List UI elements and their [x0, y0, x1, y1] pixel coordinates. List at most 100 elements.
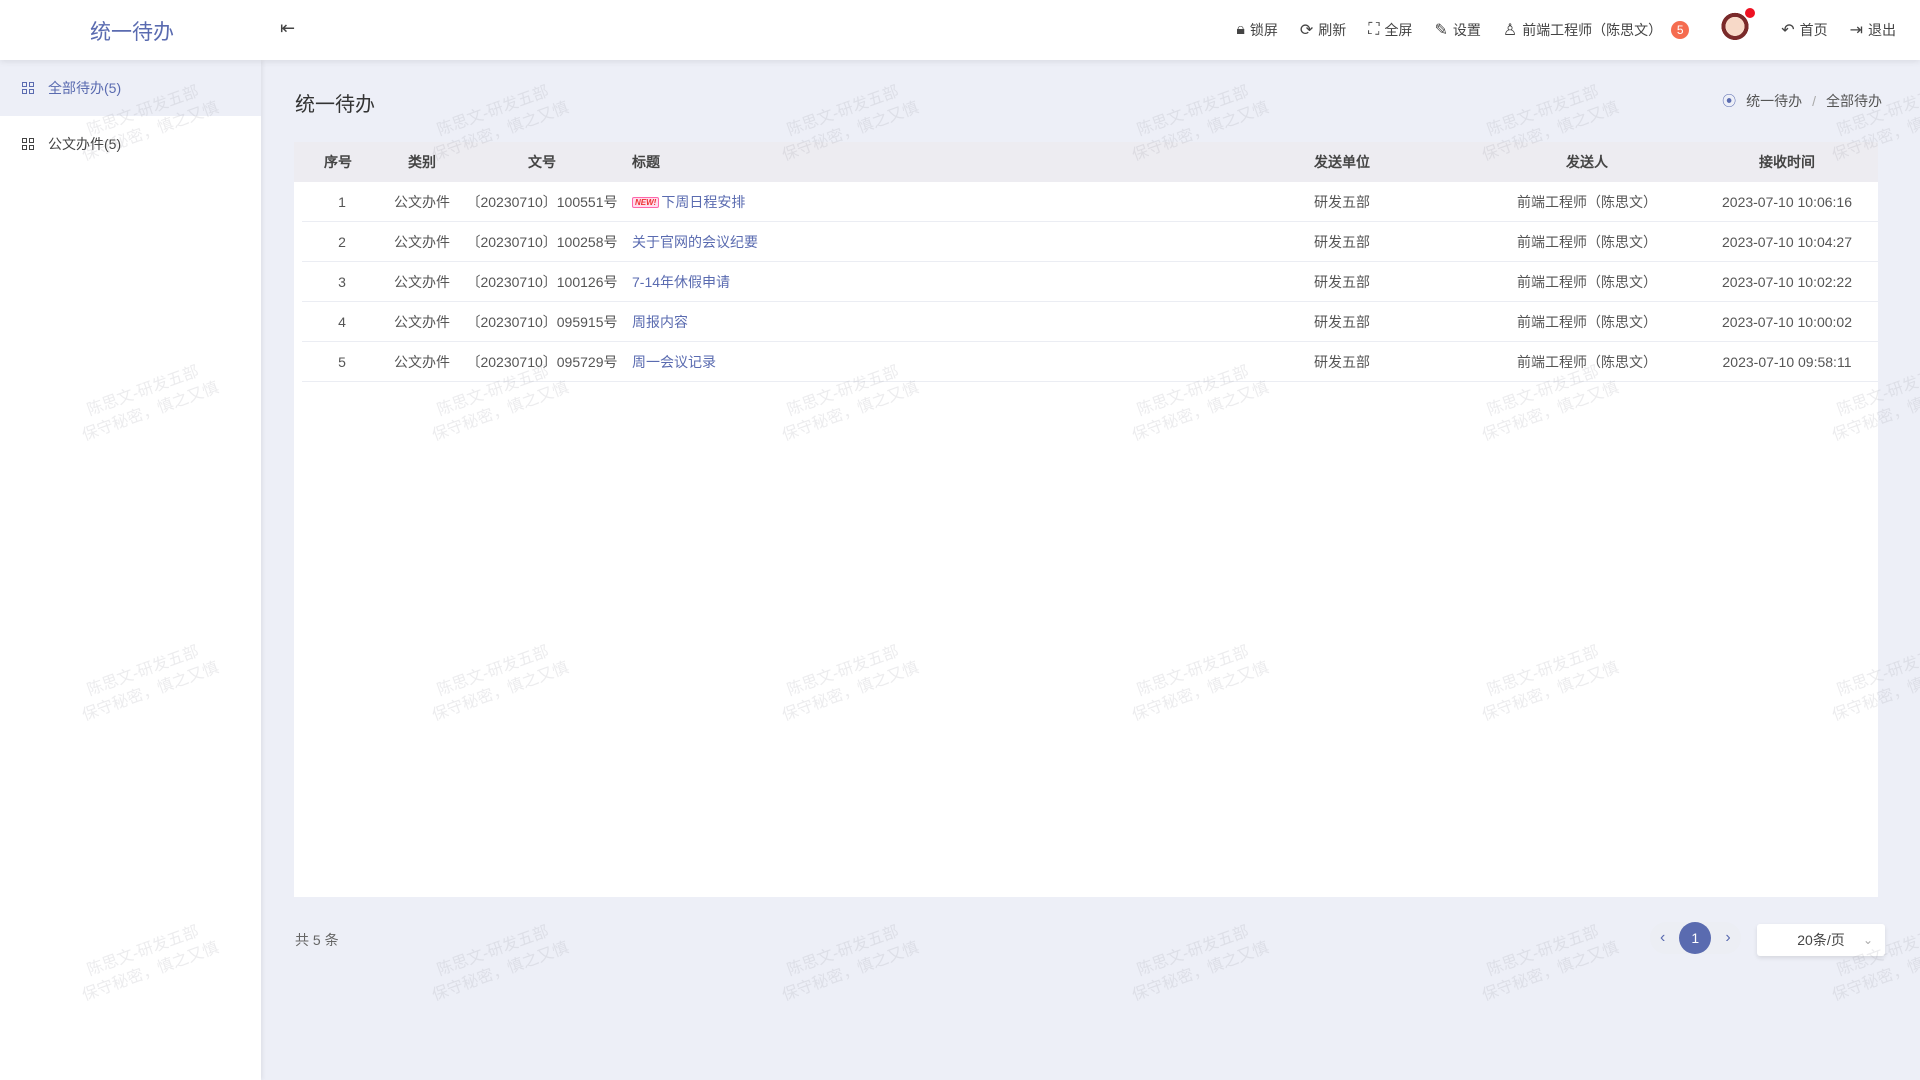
tool-fullscreen-button[interactable]: ⛶ 全屏: [1368, 20, 1412, 40]
notification-badge[interactable]: 5: [1671, 21, 1690, 39]
logout-label: 退出: [1868, 22, 1896, 38]
watermark: 陈思文-研发五部保守秘密，慎之又慎: [430, 923, 572, 1005]
watermark: 陈思文-研发五部保守秘密，慎之又慎: [1130, 923, 1272, 1005]
cell-time: 2023-07-10 10:06:16: [1722, 193, 1852, 210]
new-badge: NEW!: [632, 197, 660, 209]
cell-unit: 研发五部: [1314, 233, 1370, 250]
cell-type: 公文办件: [394, 313, 450, 330]
cell-no: 2: [338, 233, 346, 250]
cell-no: 4: [338, 313, 346, 330]
sidebar-item-documents[interactable]: 公文办件(5): [0, 116, 261, 172]
grid-icon: [22, 82, 34, 94]
undo-home-icon: ↶: [1781, 22, 1795, 39]
top-bar: 统一待办 ⇤ 🔒︎ 锁屏 ⟳ 刷新 ⛶ 全屏 ✎ 设置 ♙ 前端工程师（陈思文） 5 ↶ 首页 ⇥ 退出: [0, 0, 1920, 60]
tool-refresh-button[interactable]: ⟳ 刷新: [1300, 20, 1346, 40]
home-button[interactable]: ↶ 首页: [1781, 20, 1827, 40]
cell-time: 2023-07-10 09:58:11: [1722, 353, 1852, 370]
col-header: 标题: [632, 154, 660, 170]
cell-sender: 前端工程师（陈思文）: [1517, 313, 1657, 330]
cell-type: 公文办件: [394, 273, 450, 290]
tool-settings-edit-button[interactable]: ✎ 设置: [1434, 20, 1480, 40]
cell-sender: 前端工程师（陈思文）: [1517, 193, 1657, 210]
cell-no: 1: [338, 193, 346, 210]
page-size-select[interactable]: 20条/页 ⌄: [1757, 924, 1885, 956]
cell-title: 关于官网的会议纪要: [622, 232, 1202, 252]
table-row[interactable]: 5 公文办件 〔20230710〕095729号 周一会议记录 研发五部 前端工…: [302, 342, 1878, 382]
title-link[interactable]: 周一会议记录: [632, 353, 716, 370]
logout-icon: ⇥: [1849, 22, 1863, 39]
settings-edit-icon: ✎: [1434, 22, 1448, 39]
col-header: 序号: [324, 154, 352, 170]
page-number[interactable]: 1: [1679, 922, 1712, 954]
sidebar-item-all-todo[interactable]: 全部待办(5): [0, 60, 261, 116]
cell-no: 3: [338, 273, 346, 290]
tool-user-button[interactable]: ♙ 前端工程师（陈思文） 5: [1502, 20, 1690, 40]
cell-sender: 前端工程师（陈思文）: [1517, 273, 1657, 290]
cell-type: 公文办件: [394, 193, 450, 210]
sidebar: 全部待办(5) 公文办件(5): [0, 60, 261, 1080]
cell-no: 5: [338, 353, 346, 370]
page-title: 统一待办: [295, 94, 375, 116]
cell-title: 周报内容: [622, 312, 1202, 332]
title-link[interactable]: 关于官网的会议纪要: [632, 233, 758, 250]
chevron-down-icon: ⌄: [1862, 933, 1873, 947]
cell-doc-number: 〔20230710〕100258号: [466, 233, 618, 250]
user-icon: ♙: [1502, 22, 1518, 39]
cell-unit: 研发五部: [1314, 273, 1370, 290]
col-header: 发送单位: [1314, 154, 1370, 170]
tool-label: 前端工程师（陈思文）: [1522, 22, 1663, 38]
table-row[interactable]: 2 公文办件 〔20230710〕100258号 关于官网的会议纪要 研发五部 …: [302, 222, 1878, 262]
title-link[interactable]: 7-14年休假申请: [632, 273, 731, 290]
breadcrumb: ⦿ 统一待办 / 全部待办: [1722, 91, 1882, 111]
cell-doc-number: 〔20230710〕095915号: [466, 313, 618, 330]
cell-unit: 研发五部: [1314, 353, 1370, 370]
pagination: ‹ 1 ›: [1650, 922, 1741, 954]
prev-page-icon[interactable]: ‹: [1660, 929, 1666, 946]
header-tools: 🔒︎ 锁屏 ⟳ 刷新 ⛶ 全屏 ✎ 设置 ♙ 前端工程师（陈思文） 5 ↶ 首页 ⇥ 退出: [1236, 0, 1896, 60]
tool-label: 刷新: [1318, 22, 1347, 38]
cell-doc-number: 〔20230710〕100551号: [466, 193, 618, 210]
cell-sender: 前端工程师（陈思文）: [1517, 233, 1657, 250]
avatar[interactable]: [1719, 8, 1756, 48]
cell-title: NEW! 下周日程安排: [622, 192, 1202, 212]
title-link[interactable]: 周报内容: [632, 313, 688, 330]
fullscreen-icon: ⛶: [1368, 21, 1380, 38]
tool-lock-button[interactable]: 🔒︎ 锁屏: [1236, 20, 1278, 40]
col-header: 类别: [408, 154, 436, 170]
cell-sender: 前端工程师（陈思文）: [1517, 353, 1657, 370]
table-row[interactable]: 1 公文办件 〔20230710〕100551号 NEW! 下周日程安排 研发五部…: [302, 182, 1878, 222]
table-row[interactable]: 4 公文办件 〔20230710〕095915号 周报内容 研发五部 前端工程师…: [302, 302, 1878, 342]
table-header: 序号 类别 文号 标题 发送单位 发送人 接收时间: [294, 142, 1878, 182]
watermark: 陈思文-研发五部保守秘密，慎之又慎: [1480, 923, 1622, 1005]
cell-title: 7-14年休假申请: [622, 272, 1202, 292]
app-title: 统一待办: [90, 21, 174, 44]
cell-time: 2023-07-10 10:04:27: [1722, 233, 1852, 250]
grid-icon: [22, 138, 34, 150]
cell-doc-number: 〔20230710〕095729号: [466, 353, 618, 370]
cell-time: 2023-07-10 10:02:22: [1722, 273, 1852, 290]
breadcrumb-separator: /: [1812, 93, 1816, 109]
col-header: 接收时间: [1759, 154, 1815, 170]
tool-label: 设置: [1452, 22, 1481, 38]
location-pin-icon: ⦿: [1722, 93, 1737, 109]
total-count: 共 5 条: [295, 932, 339, 948]
breadcrumb-item-current: 全部待办: [1826, 93, 1882, 109]
col-header: 发送人: [1566, 154, 1608, 170]
refresh-icon: ⟳: [1299, 22, 1314, 39]
page-size-value: 20条/页: [1797, 932, 1845, 948]
collapse-sidebar-icon[interactable]: ⇤: [280, 18, 296, 38]
table-row[interactable]: 3 公文办件 〔20230710〕100126号 7-14年休假申请 研发五部 …: [302, 262, 1878, 302]
cell-type: 公文办件: [394, 353, 450, 370]
breadcrumb-item[interactable]: 统一待办: [1746, 93, 1803, 109]
logout-button[interactable]: ⇥ 退出: [1850, 20, 1896, 40]
tool-label: 全屏: [1384, 22, 1413, 38]
lock-icon: 🔒︎: [1236, 21, 1245, 38]
todo-table: 序号 类别 文号 标题 发送单位 发送人 接收时间 1 公文办件 〔202307…: [294, 142, 1878, 897]
col-header: 文号: [528, 154, 556, 170]
cell-doc-number: 〔20230710〕100126号: [466, 273, 618, 290]
watermark: 陈思文-研发五部保守秘密，慎之又慎: [780, 923, 922, 1005]
tool-label: 锁屏: [1249, 22, 1278, 38]
title-link[interactable]: 下周日程安排: [661, 193, 746, 210]
cell-unit: 研发五部: [1314, 193, 1370, 210]
next-page-icon[interactable]: ›: [1725, 929, 1731, 946]
